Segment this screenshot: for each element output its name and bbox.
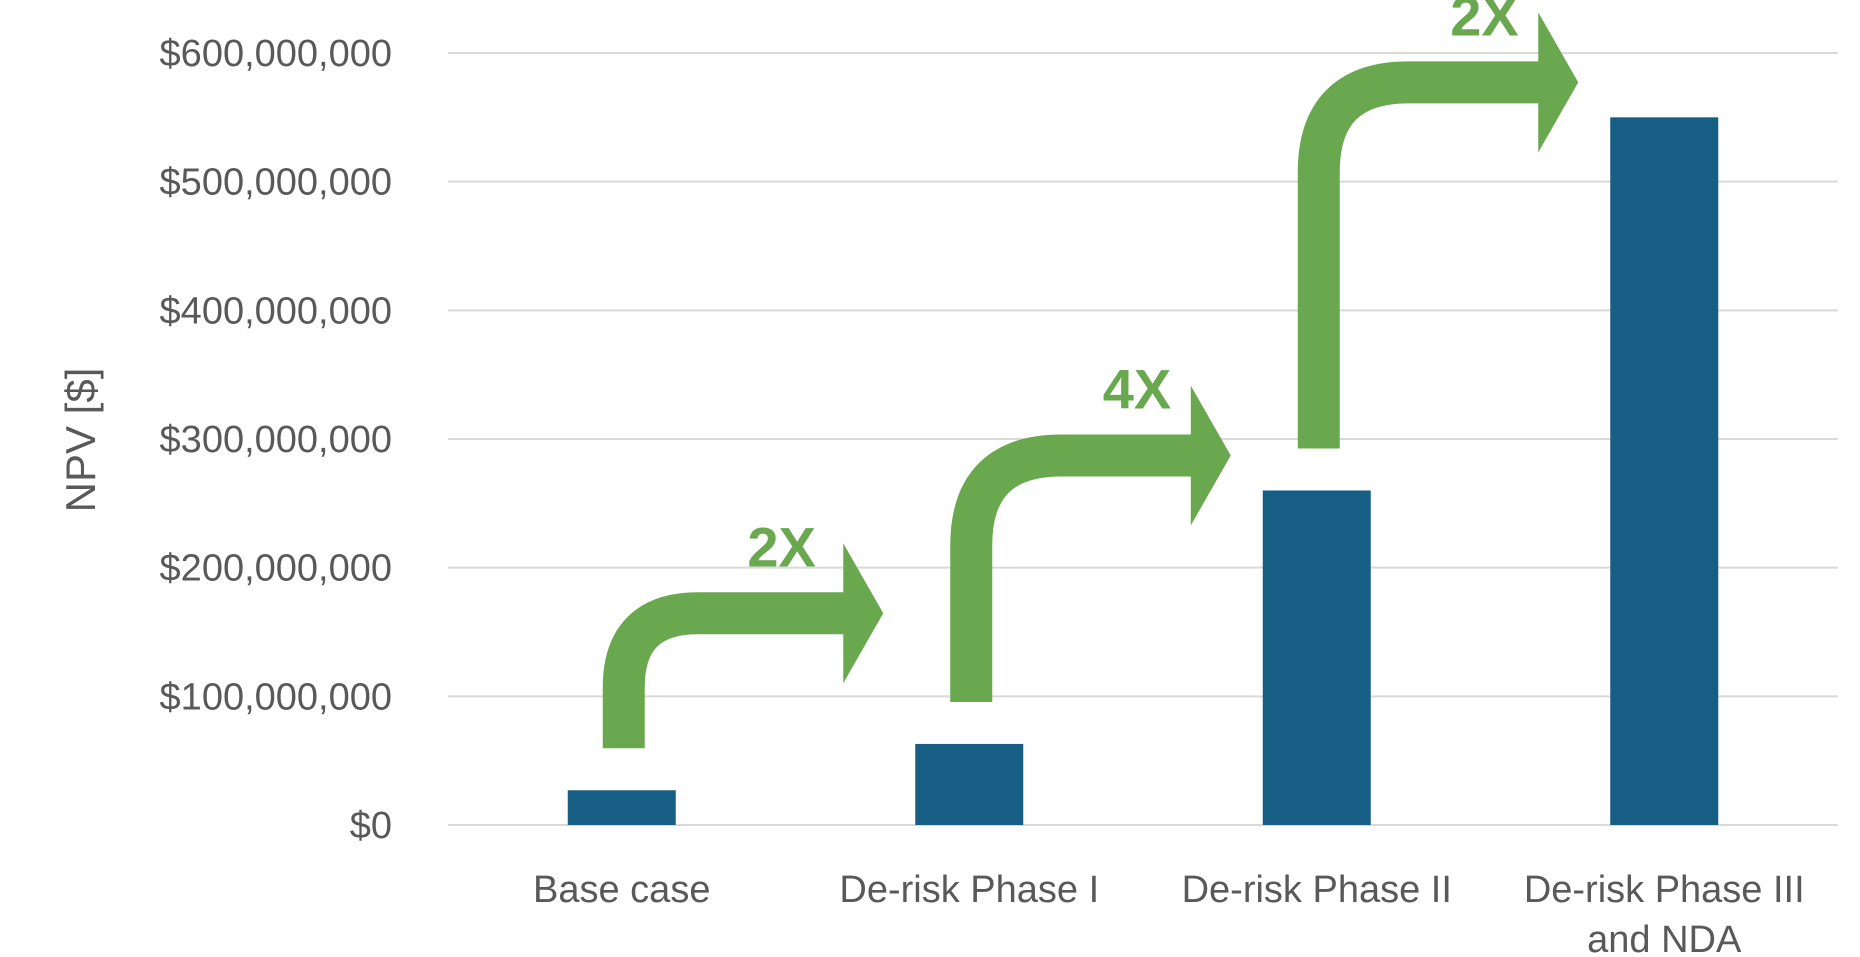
multiplier-arrow-head bbox=[1538, 12, 1579, 153]
x-category-label: De-risk Phase III bbox=[1524, 869, 1805, 911]
y-tick-label: $600,000,000 bbox=[160, 33, 392, 75]
bars bbox=[567, 117, 1719, 826]
y-tick-label: $0 bbox=[350, 805, 392, 847]
multiplier-arrow-body bbox=[602, 592, 846, 749]
multiplier-arrow-head bbox=[1190, 385, 1231, 526]
x-category-label: Base case bbox=[533, 869, 710, 911]
gridlines bbox=[448, 52, 1838, 826]
multiplier-arrow-body bbox=[950, 434, 1193, 702]
multiplier-label: 4X bbox=[1103, 357, 1172, 420]
bar bbox=[1610, 117, 1719, 826]
y-axis-label: NPV [$] bbox=[57, 368, 104, 513]
bar bbox=[915, 743, 1024, 825]
bar bbox=[567, 790, 676, 825]
multiplier-label: 2X bbox=[1450, 0, 1519, 47]
y-tick-label: $400,000,000 bbox=[160, 290, 392, 332]
y-tick-label: $300,000,000 bbox=[160, 419, 392, 461]
x-category-label: De-risk Phase I bbox=[839, 869, 1099, 911]
y-tick-label: $200,000,000 bbox=[160, 548, 392, 590]
multiplier-arrow-head bbox=[843, 543, 884, 684]
y-axis-ticks: $0 $100,000,000 $200,000,000 $300,000,000 $4… bbox=[160, 33, 392, 847]
bar bbox=[1262, 490, 1371, 825]
x-category-label: and NDA bbox=[1587, 919, 1742, 957]
multiplier-arrow-body bbox=[1297, 61, 1541, 449]
multiplier-arrows: 2X 4X 2X bbox=[602, 0, 1579, 749]
multiplier-label: 2X bbox=[747, 515, 816, 578]
x-axis-categories: Base case De-risk Phase I De-risk Phase II… bbox=[533, 869, 1805, 957]
y-tick-label: $100,000,000 bbox=[160, 676, 392, 718]
y-tick-label: $500,000,000 bbox=[160, 162, 392, 204]
x-category-label: De-risk Phase II bbox=[1182, 869, 1452, 911]
